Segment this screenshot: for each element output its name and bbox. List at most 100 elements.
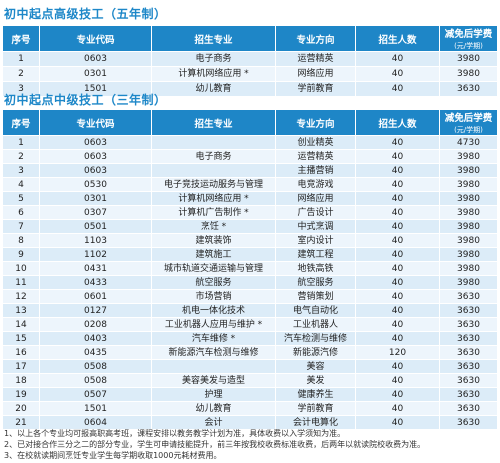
cell-no: 21 (2, 415, 40, 430)
table-row: 18 0508 美容美发与造型 美发 40 3630 (2, 373, 498, 388)
footnote-1: 1、以上各个专业均可报高职高考班，课程安排以教务教学计划为准，具体收费以入学须知… (4, 429, 346, 438)
table-row: 5 0301 计算机网络应用 * 网络应用 40 3980 (2, 191, 498, 206)
cell-count: 40 (355, 303, 440, 318)
table-row: 2 0603 电子商务 运营精英 40 3980 (2, 149, 498, 164)
cell-direction: 健康养生 (275, 387, 356, 402)
cell-no: 1 (2, 135, 40, 150)
cell-no: 10 (2, 261, 40, 276)
cell-fee: 3630 (439, 359, 498, 374)
cell-fee: 3980 (439, 275, 498, 290)
cell-no: 15 (2, 331, 40, 346)
cell-count: 120 (355, 345, 440, 360)
cell-count: 40 (355, 66, 440, 82)
cell-fee: 3630 (439, 317, 498, 332)
three-year-table: 序号 专业代码 招生专业 专业方向 招生人数 减免后学费(元/学期) 1 0603… (2, 109, 498, 430)
table-row: 21 0604 会计 会计电算化 40 3630 (2, 415, 498, 430)
cell-direction: 广告设计 (275, 205, 356, 220)
footnote-2: 2、已对接合作三分之二的部分专业，学生可申请技能提升，前三年按我校收费标准收费，… (4, 440, 426, 449)
cell-major: 建筑装饰 (151, 233, 276, 248)
cell-major: 电子竞技运动服务与管理 (151, 177, 276, 192)
cell-direction: 网络应用 (275, 66, 356, 82)
cell-code: 0307 (39, 205, 152, 220)
cell-major (151, 163, 276, 178)
cell-code: 0403 (39, 331, 152, 346)
cell-code: 0603 (39, 149, 152, 164)
cell-direction: 工业机器人 (275, 317, 356, 332)
cell-no: 11 (2, 275, 40, 290)
cell-major: 电子商务 (151, 51, 276, 67)
table-row: 6 0307 计算机广告制作 * 广告设计 40 3980 (2, 205, 498, 220)
cell-count: 40 (355, 401, 440, 416)
table-row: 7 0501 烹饪 * 中式烹调 40 3980 (2, 219, 498, 234)
cell-code: 1102 (39, 247, 152, 262)
cell-code: 0601 (39, 289, 152, 304)
cell-direction: 学前教育 (275, 401, 356, 416)
cell-code: 0301 (39, 66, 152, 82)
cell-fee: 3630 (439, 81, 498, 97)
cell-fee: 3630 (439, 289, 498, 304)
cell-no: 7 (2, 219, 40, 234)
table-row: 14 0208 工业机器人应用与维护 * 工业机器人 40 3630 (2, 317, 498, 332)
cell-code: 0208 (39, 317, 152, 332)
table-row: 10 0431 城市轨道交通运输与管理 地铁高铁 40 3980 (2, 261, 498, 276)
cell-fee: 3980 (439, 191, 498, 206)
cell-direction: 学前教育 (275, 81, 356, 97)
cell-fee: 3980 (439, 51, 498, 67)
cell-major: 美容美发与造型 (151, 373, 276, 388)
table-row: 1 0603 创业精英 40 4730 (2, 135, 498, 150)
cell-major: 新能源汽车检测与维修 (151, 345, 276, 360)
header-count: 招生人数 (355, 109, 440, 136)
table-row: 20 1501 幼儿教育 学前教育 40 3630 (2, 401, 498, 416)
cell-fee: 3630 (439, 415, 498, 430)
cell-code: 0127 (39, 303, 152, 318)
cell-direction: 创业精英 (275, 135, 356, 150)
cell-major: 汽车维修 * (151, 331, 276, 346)
table-row: 4 0530 电子竞技运动服务与管理 电竞游戏 40 3980 (2, 177, 498, 192)
header-code: 专业代码 (39, 25, 152, 52)
cell-fee: 3980 (439, 177, 498, 192)
five-year-table: 序号 专业代码 招生专业 专业方向 招生人数 减免后学费 (元/学期) 1 0603… (2, 25, 498, 97)
cell-count: 40 (355, 275, 440, 290)
cell-count: 40 (355, 247, 440, 262)
cell-fee: 3630 (439, 303, 498, 318)
cell-no: 19 (2, 387, 40, 402)
cell-major: 幼儿教育 (151, 81, 276, 97)
cell-no: 1 (2, 51, 40, 67)
cell-count: 40 (355, 373, 440, 388)
cell-fee: 3630 (439, 401, 498, 416)
cell-direction: 运营精英 (275, 149, 356, 164)
cell-count: 40 (355, 261, 440, 276)
cell-fee: 4730 (439, 135, 498, 150)
cell-no: 18 (2, 373, 40, 388)
header-major: 招生专业 (151, 25, 276, 52)
cell-fee: 3980 (439, 149, 498, 164)
cell-code: 0435 (39, 345, 152, 360)
cell-major: 幼儿教育 (151, 401, 276, 416)
header-count: 招生人数 (355, 25, 440, 52)
cell-no: 9 (2, 247, 40, 262)
cell-major: 城市轨道交通运输与管理 (151, 261, 276, 276)
cell-count: 40 (355, 149, 440, 164)
cell-count: 40 (355, 163, 440, 178)
cell-count: 40 (355, 317, 440, 332)
table-row: 19 0507 护理 健康养生 40 3630 (2, 387, 498, 402)
header-code: 专业代码 (39, 109, 152, 136)
cell-code: 1501 (39, 81, 152, 97)
cell-count: 40 (355, 387, 440, 402)
header-no: 序号 (2, 109, 40, 136)
cell-no: 3 (2, 163, 40, 178)
cell-fee: 3980 (439, 205, 498, 220)
cell-major: 航空服务 (151, 275, 276, 290)
cell-fee: 3980 (439, 163, 498, 178)
cell-no: 13 (2, 303, 40, 318)
cell-no: 12 (2, 289, 40, 304)
cell-direction: 美发 (275, 373, 356, 388)
cell-major: 电子商务 (151, 149, 276, 164)
cell-fee: 3980 (439, 66, 498, 82)
cell-major: 计算机广告制作 * (151, 205, 276, 220)
cell-major: 计算机网络应用 * (151, 191, 276, 206)
cell-direction: 地铁高铁 (275, 261, 356, 276)
cell-direction: 建筑工程 (275, 247, 356, 262)
cell-code: 0501 (39, 219, 152, 234)
